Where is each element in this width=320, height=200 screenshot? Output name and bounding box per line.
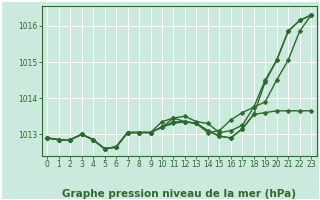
X-axis label: Graphe pression niveau de la mer (hPa): Graphe pression niveau de la mer (hPa) bbox=[62, 189, 296, 199]
